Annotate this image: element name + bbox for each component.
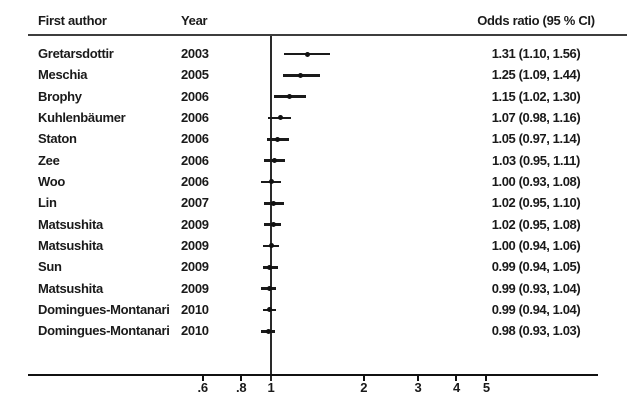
study-odds-ratio-ci: 1.07 (0.98, 1.16) (491, 109, 581, 125)
study-odds-ratio-ci: 1.00 (0.94, 1.06) (491, 237, 581, 253)
study-odds-ratio-ci: 1.25 (1.09, 1.44) (491, 67, 581, 83)
study-author: Domingues-Montanari (38, 323, 170, 339)
study-author: Domingues-Montanari (38, 301, 170, 317)
point-estimate-marker (268, 179, 274, 185)
study-author: Matsushita (38, 280, 103, 296)
x-axis-tick (485, 376, 488, 381)
study-author: Lin (38, 195, 57, 211)
study-author: Gretarsdottir (38, 46, 114, 61)
column-header-odds-ratio: Odds ratio (95 % CI) (477, 13, 595, 28)
study-odds-ratio-ci: 1.31 (1.10, 1.56) (491, 46, 581, 61)
study-year: 2006 (181, 152, 209, 168)
point-estimate-marker (298, 72, 304, 78)
x-axis-tick-label: 3 (414, 380, 422, 395)
study-year: 2009 (181, 280, 209, 296)
reference-line-or-1 (270, 36, 272, 381)
study-year: 2003 (181, 46, 209, 61)
point-estimate-marker (275, 136, 281, 142)
x-axis-tick-label: 2 (360, 380, 368, 395)
study-odds-ratio-ci: 1.00 (0.93, 1.08) (491, 173, 581, 189)
header-divider-line (28, 34, 627, 36)
study-odds-ratio-ci: 1.15 (1.02, 1.30) (491, 88, 581, 104)
study-author: Kuhlenbäumer (38, 109, 126, 125)
point-estimate-marker (287, 94, 293, 100)
study-year: 2006 (181, 88, 209, 104)
x-axis-tick-label: .6 (197, 380, 209, 395)
study-odds-ratio-ci: 1.05 (0.97, 1.14) (491, 131, 581, 147)
study-author: Zee (38, 152, 60, 168)
study-year: 2006 (181, 109, 209, 125)
study-odds-ratio-ci: 1.02 (0.95, 1.08) (491, 216, 581, 232)
x-axis-tick (416, 376, 419, 381)
x-axis-tick (455, 376, 458, 381)
study-odds-ratio-ci: 0.99 (0.94, 1.04) (491, 301, 581, 317)
point-estimate-marker (277, 115, 283, 121)
study-author: Woo (38, 173, 66, 189)
study-year: 2006 (181, 173, 209, 189)
study-year: 2010 (181, 323, 209, 339)
study-year: 2009 (181, 259, 209, 275)
point-estimate-marker (268, 243, 274, 249)
study-odds-ratio-ci: 0.99 (0.93, 1.04) (491, 280, 581, 296)
x-axis-tick-label: .8 (236, 380, 247, 395)
point-estimate-marker (272, 158, 278, 164)
x-axis-tick (240, 376, 243, 381)
study-odds-ratio-ci: 1.03 (0.95, 1.11) (492, 152, 580, 168)
study-year: 2006 (181, 131, 209, 147)
point-estimate-marker (267, 286, 273, 292)
point-estimate-marker (267, 307, 273, 313)
column-header-first-author: First author (38, 13, 107, 28)
study-odds-ratio-ci: 0.98 (0.93, 1.03) (491, 323, 581, 339)
point-estimate-marker (265, 328, 271, 334)
study-year: 2005 (181, 67, 209, 83)
study-year: 2010 (181, 301, 209, 317)
point-estimate-marker (271, 200, 277, 206)
study-author: Meschia (38, 67, 88, 83)
study-author: Matsushita (38, 237, 103, 253)
study-odds-ratio-ci: 0.99 (0.94, 1.05) (491, 259, 581, 275)
study-author: Staton (38, 131, 77, 147)
point-estimate-marker (271, 222, 277, 228)
x-axis-tick-label: 1 (267, 380, 275, 395)
study-author: Brophy (38, 88, 82, 104)
study-author: Sun (38, 259, 62, 275)
study-odds-ratio-ci: 1.02 (0.95, 1.10) (491, 195, 581, 211)
point-estimate-marker (267, 264, 273, 270)
study-author: Matsushita (38, 216, 103, 232)
study-year: 2007 (181, 195, 209, 211)
x-axis-line (28, 374, 598, 376)
point-estimate-marker (304, 51, 310, 57)
x-axis-tick (362, 376, 365, 381)
study-year: 2009 (181, 237, 209, 253)
study-year: 2009 (181, 216, 209, 232)
x-axis-tick-label: 5 (482, 380, 490, 395)
column-header-year: Year (181, 13, 208, 28)
x-axis-tick-label: 4 (452, 380, 460, 395)
x-axis-tick (201, 376, 204, 381)
